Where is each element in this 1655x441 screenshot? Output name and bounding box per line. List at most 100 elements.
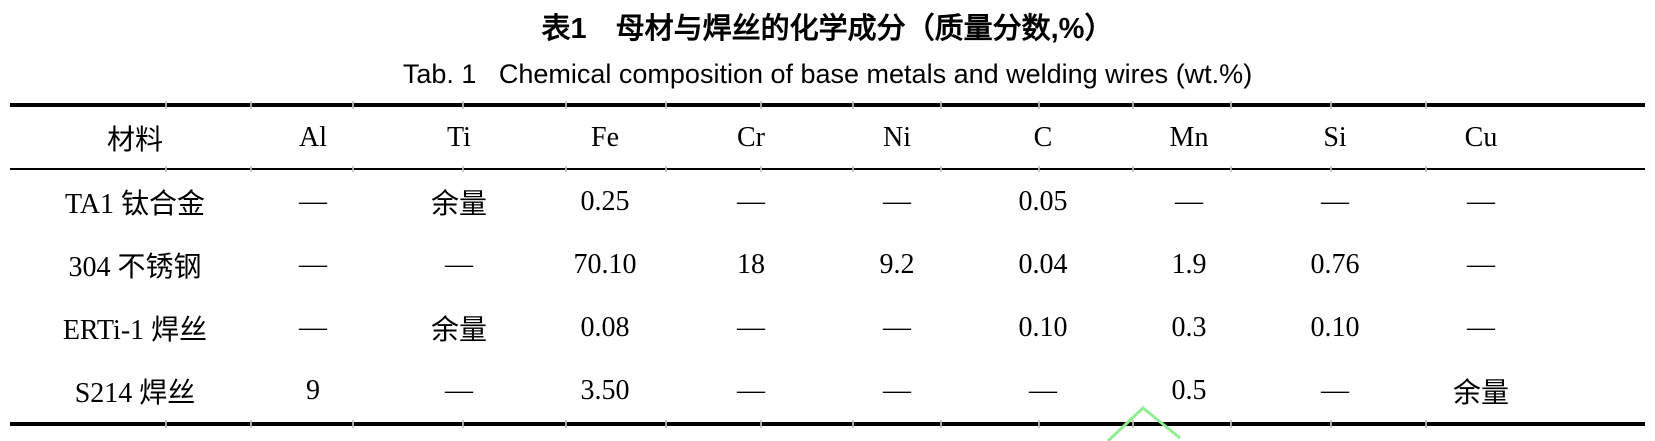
scan-tick bbox=[665, 166, 667, 172]
table-cell: — bbox=[1467, 185, 1495, 217]
scan-tick bbox=[1038, 101, 1040, 109]
table-cell: 18 bbox=[737, 248, 765, 280]
table-title-chinese: 表1 母材与焊丝的化学成分（质量分数,%） bbox=[541, 13, 1114, 45]
scan-tick bbox=[1230, 420, 1232, 428]
column-header-Ni: Ni bbox=[824, 105, 970, 170]
table-cell: — bbox=[883, 374, 911, 406]
scan-tick bbox=[1132, 420, 1134, 428]
header-row: 材料 Al Ti Fe Cr Ni C Mn Si Cu bbox=[10, 105, 1645, 170]
row-label: S214 焊丝 bbox=[74, 377, 196, 409]
table-cell: — bbox=[445, 374, 473, 406]
scan-tick bbox=[940, 420, 942, 428]
scan-tick bbox=[665, 420, 667, 428]
table-cell: — bbox=[1467, 248, 1495, 280]
row-label: ERTi-1 焊丝 bbox=[62, 314, 208, 346]
row-label: 304 不锈钢 bbox=[68, 251, 202, 283]
scan-tick bbox=[565, 101, 567, 109]
column-header-C: C bbox=[970, 105, 1116, 170]
table-row: ERTi-1 焊丝 — 余量 0.08 — — 0.10 0.3 0.10 — bbox=[10, 296, 1645, 359]
scan-tick bbox=[250, 166, 252, 172]
row-label: TA1 钛合金 bbox=[64, 188, 206, 220]
scan-tick bbox=[760, 101, 762, 109]
table-cell: 0.3 bbox=[1171, 311, 1207, 343]
table-cell: 0.76 bbox=[1310, 248, 1360, 280]
table-cell: 余量 bbox=[1452, 377, 1509, 409]
table-cell: 余量 bbox=[430, 188, 487, 220]
scan-tick bbox=[852, 420, 854, 428]
scan-tick bbox=[1230, 166, 1232, 172]
scan-tick bbox=[165, 420, 167, 428]
scan-tick bbox=[250, 101, 252, 109]
scan-tick bbox=[1330, 166, 1332, 172]
table-cell: — bbox=[1321, 185, 1349, 217]
scan-tick bbox=[250, 420, 252, 428]
table-cell: 0.10 bbox=[1018, 311, 1068, 343]
scan-tick bbox=[165, 166, 167, 172]
scan-tick bbox=[1425, 420, 1427, 428]
scan-tick bbox=[565, 420, 567, 428]
table-cell: — bbox=[445, 248, 473, 280]
table-cell: — bbox=[737, 374, 765, 406]
table-title-english: Tab. 1 Chemical composition of base meta… bbox=[402, 59, 1253, 89]
scan-tick bbox=[1038, 166, 1040, 172]
column-header-material: 材料 bbox=[10, 105, 240, 170]
table-cell: — bbox=[1029, 374, 1057, 406]
table-cell: — bbox=[883, 185, 911, 217]
table-cell: 70.10 bbox=[573, 248, 637, 280]
table-cell: — bbox=[1321, 374, 1349, 406]
scan-tick bbox=[1038, 420, 1040, 428]
table-cell: — bbox=[299, 185, 327, 217]
scan-tick bbox=[1425, 166, 1427, 172]
table-cell: 0.04 bbox=[1018, 248, 1068, 280]
column-header-Cr: Cr bbox=[678, 105, 824, 170]
scan-tick bbox=[352, 101, 354, 109]
scan-tick bbox=[1330, 420, 1332, 428]
table-cell: — bbox=[299, 248, 327, 280]
scan-tick bbox=[760, 166, 762, 172]
table-cell: 0.25 bbox=[580, 185, 630, 217]
table-cell: — bbox=[1175, 185, 1203, 217]
scan-tick bbox=[940, 101, 942, 109]
composition-table: 材料 Al Ti Fe Cr Ni C Mn Si Cu TA1 钛合金 — 余量 0.25 — — 0.05… bbox=[10, 103, 1645, 426]
scan-tick bbox=[852, 101, 854, 109]
scan-tick bbox=[1230, 101, 1232, 109]
column-header-Ti: Ti bbox=[386, 105, 532, 170]
table-cell: 9 bbox=[306, 374, 320, 406]
scan-tick bbox=[352, 420, 354, 428]
table-cell: — bbox=[737, 185, 765, 217]
column-header-Al: Al bbox=[240, 105, 386, 170]
table-cell: 9.2 bbox=[879, 248, 915, 280]
scan-tick bbox=[852, 166, 854, 172]
scan-tick bbox=[1330, 101, 1332, 109]
table-row: TA1 钛合金 — 余量 0.25 — — 0.05 — — — bbox=[10, 169, 1645, 233]
table-row: S214 焊丝 9 — 3.50 — — — 0.5 — 余量 bbox=[10, 359, 1645, 424]
table-cell: 3.50 bbox=[580, 374, 630, 406]
column-header-Si: Si bbox=[1262, 105, 1408, 170]
scan-tick bbox=[1425, 101, 1427, 109]
scan-tick bbox=[352, 166, 354, 172]
scan-tick bbox=[940, 166, 942, 172]
scan-tick bbox=[665, 101, 667, 109]
table-cell: 1.9 bbox=[1171, 248, 1207, 280]
column-header-Fe: Fe bbox=[532, 105, 678, 170]
column-header-Cu: Cu bbox=[1408, 105, 1645, 170]
scan-tick bbox=[165, 101, 167, 109]
table-cell: 0.10 bbox=[1310, 311, 1360, 343]
scan-tick bbox=[1132, 166, 1134, 172]
scan-tick bbox=[462, 166, 464, 172]
table-cell: 余量 bbox=[430, 314, 487, 346]
table-cell: 0.5 bbox=[1171, 374, 1207, 406]
table-cell: — bbox=[1467, 311, 1495, 343]
table-cell: 0.05 bbox=[1018, 185, 1068, 217]
scan-tick bbox=[1132, 101, 1134, 109]
scan-tick bbox=[462, 420, 464, 428]
table-body: TA1 钛合金 — 余量 0.25 — — 0.05 — — — 304 不锈钢 — — 70.10 18 9… bbox=[10, 169, 1645, 424]
table-cell: — bbox=[299, 311, 327, 343]
column-header-Mn: Mn bbox=[1116, 105, 1262, 170]
table-row: 304 不锈钢 — — 70.10 18 9.2 0.04 1.9 0.76 — bbox=[10, 233, 1645, 296]
table-cell: 0.08 bbox=[580, 311, 630, 343]
scan-tick bbox=[565, 166, 567, 172]
scan-tick bbox=[462, 101, 464, 109]
scan-tick bbox=[760, 420, 762, 428]
